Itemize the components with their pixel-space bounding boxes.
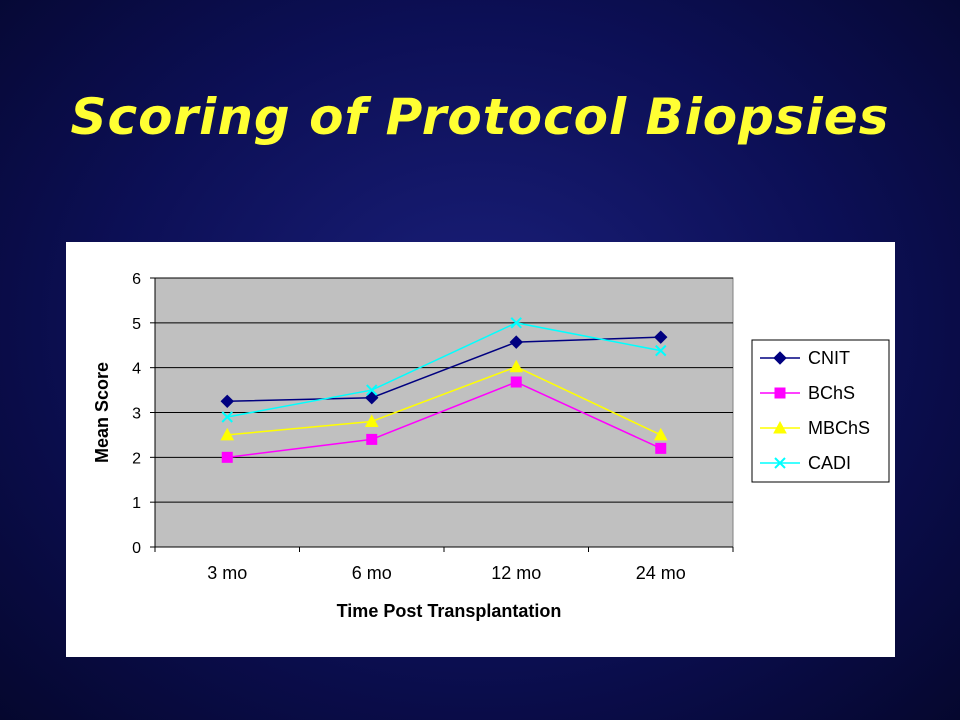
legend-marker-cnit [773, 351, 787, 365]
y-tick-label: 6 [132, 271, 141, 288]
data-point-mbchs [364, 414, 379, 427]
data-point-cadi [655, 344, 667, 357]
data-point-cnit [365, 390, 379, 405]
data-point-cnit [509, 335, 523, 349]
legend-label-mbchs: MBChS [808, 418, 870, 438]
data-point-cadi [510, 317, 522, 329]
data-point-bchs [655, 442, 667, 454]
data-point-cadi [221, 411, 233, 423]
data-point-cnit [220, 394, 234, 408]
legend-marker-cadi [774, 457, 786, 469]
y-tick-label: 1 [132, 495, 141, 512]
chart-panel: 0 1 2 3 4 5 6 3 mo 6 mo 12 mo 24 mo Time Post Trans… [66, 242, 895, 657]
x-tick-label: 12 mo [491, 563, 541, 583]
legend-marker-bchs [774, 387, 786, 399]
x-tick-label: 6 mo [352, 563, 392, 583]
data-point-mbchs [509, 359, 524, 373]
y-tick-label: 2 [132, 450, 141, 467]
series-line-bchs [227, 381, 662, 459]
y-axis-title: Mean Score [92, 362, 112, 463]
data-point-mbchs [653, 427, 668, 441]
legend-marker-mbchs [773, 420, 787, 434]
x-tick-label: 3 mo [207, 563, 247, 583]
data-point-mbchs [220, 427, 235, 441]
data-point-bchs [366, 433, 378, 445]
legend-label-cnit: CNIT [808, 348, 850, 368]
slide-title: Scoring of Protocol Biopsies [70, 88, 890, 146]
y-tick-label: 0 [132, 540, 141, 557]
data-point-bchs [510, 376, 522, 388]
line-chart: 0 1 2 3 4 5 6 3 mo 6 mo 12 mo 24 mo Time Post Trans… [92, 271, 890, 621]
legend-label-cadi: CADI [808, 453, 851, 473]
series-line-cadi [227, 322, 661, 418]
legend-label-bchs: BChS [808, 383, 855, 403]
series-line-mbchs [227, 365, 662, 436]
data-point-cnit [654, 330, 668, 344]
y-tick-label: 3 [132, 406, 141, 423]
series-line-cnit [227, 336, 661, 403]
x-tick-label: 24 mo [636, 563, 686, 583]
data-point-cadi [366, 384, 378, 396]
y-tick-label: 4 [132, 361, 141, 378]
data-point-bchs [221, 451, 233, 463]
x-axis-title: Time Post Transplantation [337, 601, 562, 621]
y-tick-label: 5 [132, 316, 141, 333]
